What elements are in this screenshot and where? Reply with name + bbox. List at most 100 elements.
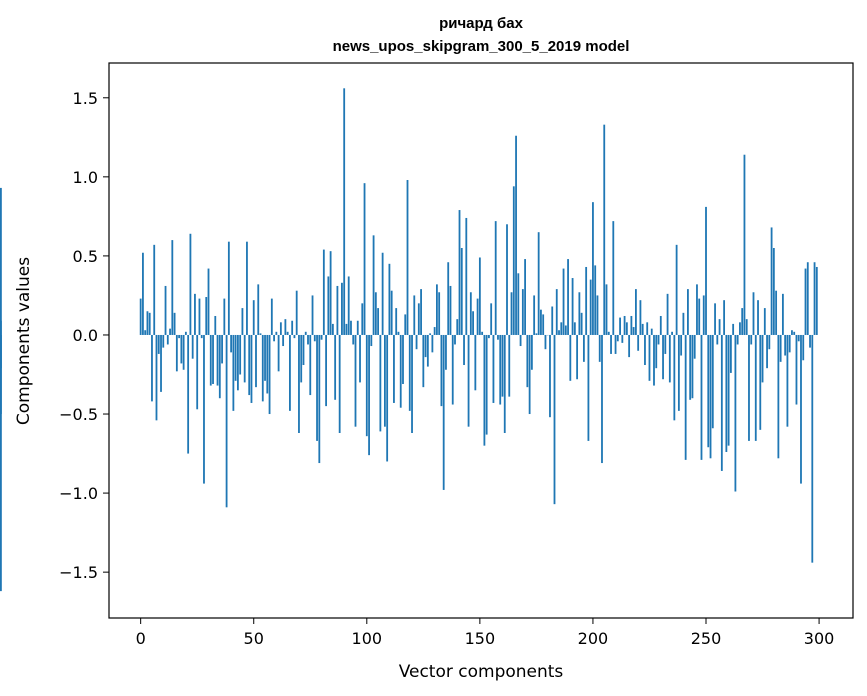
bar — [225, 334, 228, 508]
bar — [309, 334, 312, 396]
bar — [454, 334, 456, 345]
bar — [345, 323, 348, 335]
bar — [741, 308, 744, 335]
bar — [720, 334, 723, 471]
bar — [698, 298, 701, 335]
bar — [499, 334, 502, 405]
bar — [594, 265, 597, 335]
bar — [338, 334, 341, 433]
bar — [334, 334, 337, 400]
bar — [173, 312, 176, 335]
bar — [0, 334, 2, 592]
bar — [691, 334, 694, 399]
bar — [605, 284, 608, 335]
bar — [625, 322, 628, 335]
bar — [512, 186, 515, 335]
bar — [727, 334, 730, 446]
bar — [641, 323, 644, 335]
bar — [374, 292, 377, 335]
bar — [711, 334, 714, 429]
bar — [157, 334, 160, 354]
bar — [160, 334, 162, 392]
bar — [363, 183, 366, 335]
bar — [381, 252, 384, 335]
bar — [311, 295, 314, 335]
bar — [216, 334, 219, 386]
bar — [707, 334, 710, 448]
bar — [397, 331, 400, 335]
bar — [293, 334, 296, 339]
bar — [341, 282, 343, 335]
bar — [386, 334, 389, 462]
bar — [809, 334, 811, 348]
y-tick-label: 0.5 — [73, 247, 98, 266]
bar — [580, 312, 583, 335]
bar — [449, 285, 452, 335]
bar — [544, 334, 547, 350]
bar — [169, 328, 171, 335]
y-tick-label: 0.0 — [73, 326, 98, 345]
bar — [411, 334, 413, 433]
bar — [481, 331, 484, 335]
plot-frame — [108, 62, 854, 619]
bar — [356, 320, 359, 335]
bar — [331, 323, 334, 335]
bar — [763, 308, 766, 335]
bar — [365, 334, 368, 437]
bar — [286, 331, 289, 335]
bar — [540, 309, 542, 335]
bar — [218, 334, 221, 399]
bar — [659, 315, 662, 335]
bar — [739, 322, 741, 335]
bar — [153, 244, 156, 335]
bar — [630, 315, 633, 335]
bar — [266, 334, 269, 394]
bar — [562, 268, 565, 335]
bar — [705, 206, 707, 335]
bar — [264, 334, 266, 381]
bar — [433, 327, 436, 335]
bar — [0, 320, 2, 335]
bar — [320, 334, 323, 340]
bar — [189, 233, 192, 335]
x-tick-label: 250 — [691, 629, 722, 648]
bar — [187, 334, 190, 454]
bar — [524, 259, 526, 335]
bar — [601, 334, 603, 464]
bar — [483, 334, 486, 446]
bar — [368, 334, 370, 456]
bar — [343, 88, 346, 335]
bar — [352, 334, 355, 345]
bar — [424, 334, 427, 358]
bar — [402, 334, 404, 384]
bar — [422, 334, 425, 388]
bar — [614, 334, 617, 354]
bar — [777, 334, 780, 459]
y-axis-ticks: −1.5 −1.0 −0.5 0.0 0.5 1.0 1.5 — [59, 89, 109, 582]
bar — [0, 334, 2, 369]
bar — [621, 334, 624, 343]
bar — [623, 315, 626, 335]
bar — [644, 334, 646, 366]
bar — [535, 333, 538, 335]
bar — [813, 262, 816, 335]
bar — [775, 290, 778, 335]
bar — [438, 292, 441, 335]
bar — [668, 334, 671, 383]
bar — [553, 334, 556, 505]
bar — [793, 331, 796, 335]
bar — [467, 334, 470, 427]
bar — [770, 227, 773, 335]
bar — [567, 259, 569, 335]
bar — [377, 308, 380, 335]
bar — [797, 334, 800, 342]
bar — [761, 334, 764, 383]
bar — [277, 334, 280, 372]
bar — [759, 334, 762, 430]
bar — [743, 154, 746, 335]
bar — [592, 202, 594, 335]
bar — [257, 284, 260, 335]
bar — [757, 300, 759, 335]
bar — [675, 244, 678, 335]
